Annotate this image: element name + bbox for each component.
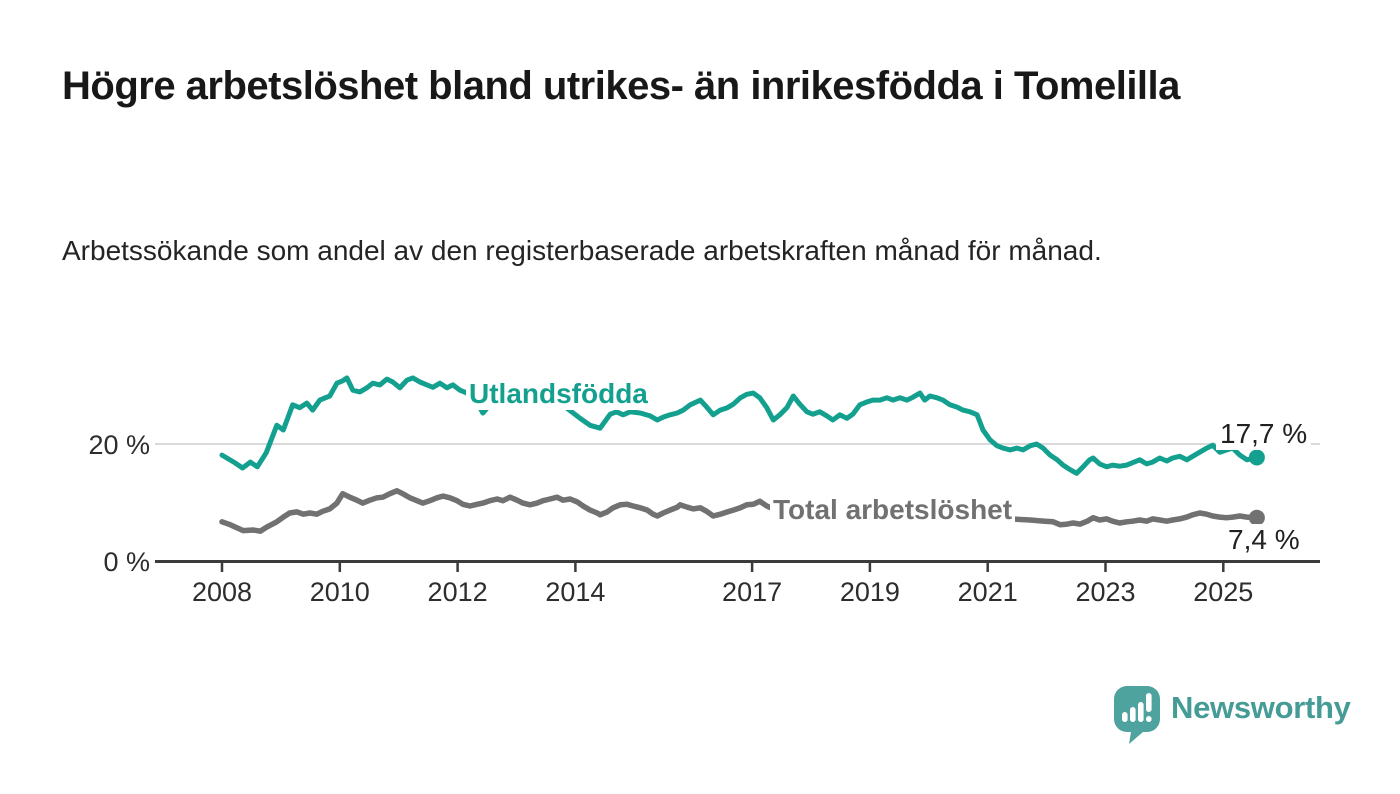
series-line-utlandsfodda xyxy=(219,375,1260,476)
x-axis-tick-label: 2010 xyxy=(310,577,370,607)
x-axis-tick-label: 2025 xyxy=(1193,577,1253,607)
series-end-dot-total xyxy=(1248,509,1265,526)
y-axis-tick-label: 20 % xyxy=(88,430,150,460)
x-axis-tick-label: 2012 xyxy=(428,577,488,607)
end-value-label-utlandsfodda: 17,7 % xyxy=(1216,418,1312,450)
x-axis-tick-label: 2008 xyxy=(192,577,252,607)
y-axis-tick-label: 0 % xyxy=(103,547,150,577)
x-axis-tick-label: 2023 xyxy=(1075,577,1135,607)
x-axis-tick-label: 2014 xyxy=(545,577,605,607)
end-value-label-total: 7,4 % xyxy=(1224,524,1304,556)
series-end-dot-utlandsfodda xyxy=(1248,449,1265,466)
x-axis-tick-label: 2019 xyxy=(840,577,900,607)
newsworthy-logo-icon xyxy=(1114,686,1160,744)
series-label-total-arbetsloshet: Total arbetslöshet xyxy=(770,494,1016,526)
series-line-total xyxy=(219,488,1260,534)
series-label-utlandsfodda: Utlandsfödda xyxy=(466,378,651,410)
newsworthy-logo-text: Newsworthy xyxy=(1171,690,1351,725)
chart-subtitle: Arbetssökande som andel av den registerb… xyxy=(62,235,1102,266)
page-title: Högre arbetslöshet bland utrikes- än inr… xyxy=(62,64,1180,108)
x-axis-tick-label: 2017 xyxy=(722,577,782,607)
newsworthy-logo: Newsworthy xyxy=(1114,686,1351,746)
x-axis-tick-label: 2021 xyxy=(958,577,1018,607)
